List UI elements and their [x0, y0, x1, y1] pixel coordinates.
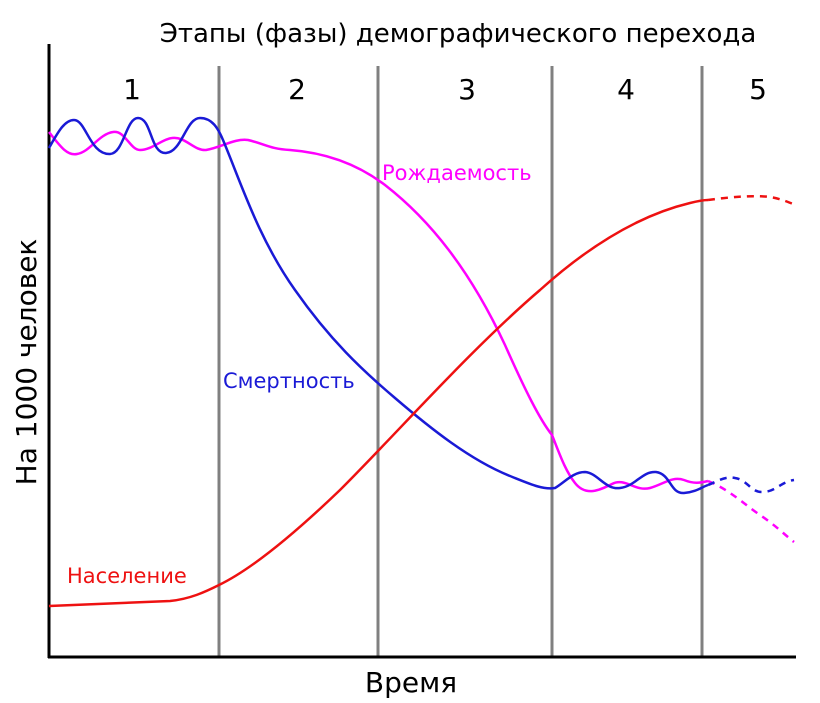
phase-label-5: 5: [749, 73, 767, 106]
population-projection: [707, 194, 797, 207]
phase-label-2: 2: [288, 73, 306, 106]
phase-label-3: 3: [458, 73, 476, 106]
death-rate-projection: [707, 476, 795, 494]
series-population: [48, 194, 797, 608]
phase-label-4: 4: [617, 73, 635, 106]
population-line: [48, 198, 709, 608]
phase-dividers: [217, 66, 704, 658]
series-label-population: Население: [67, 564, 187, 588]
series-label-death-rate: Смертность: [223, 369, 355, 393]
chart-title: Этапы (фазы) демографического перехода: [160, 19, 757, 49]
series-death-rate: [47, 116, 795, 495]
death-rate-line: [47, 116, 709, 495]
series-birth-rate: [48, 130, 795, 543]
birth-rate-projection: [707, 479, 795, 543]
series-label-birth-rate: Рождаемость: [382, 161, 532, 185]
birth-rate-line: [48, 130, 709, 493]
y-axis-label: На 1000 человек: [10, 239, 43, 486]
phase-label-1: 1: [123, 73, 141, 106]
x-axis-label: Время: [365, 666, 457, 699]
